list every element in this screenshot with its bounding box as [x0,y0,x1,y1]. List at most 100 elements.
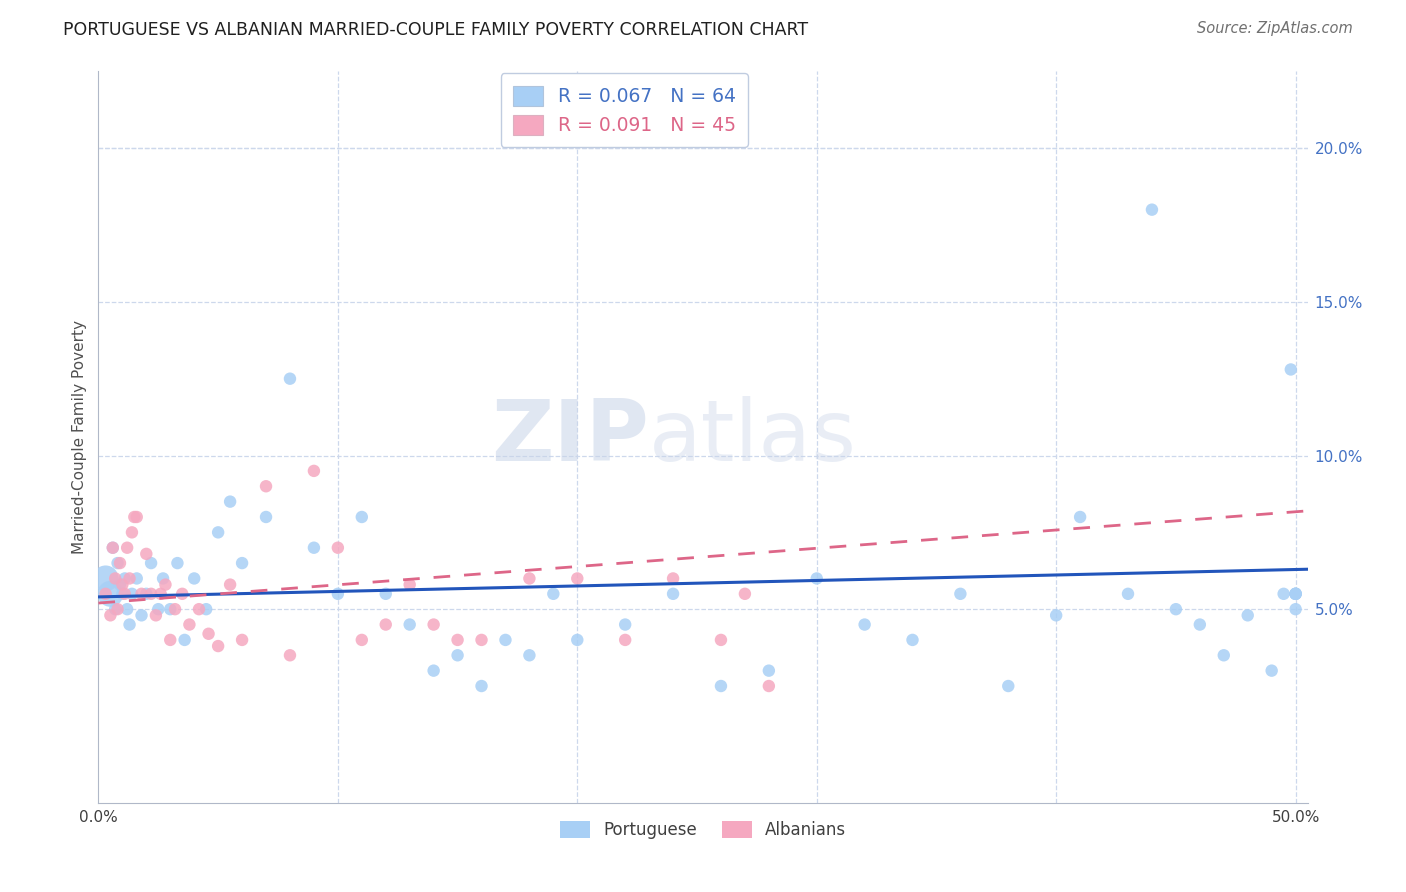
Point [422,617,444,632]
Point [278,648,301,663]
Point [614,632,637,647]
Point [495,632,517,647]
Point [374,617,396,632]
Point [219,577,242,591]
Point [1116,587,1139,601]
Point [114,571,136,585]
Point [135,587,157,601]
Point [901,632,924,647]
Point [254,510,277,524]
Text: PORTUGUESE VS ALBANIAN MARRIED-COUPLE FAMILY POVERTY CORRELATION CHART: PORTUGUESE VS ALBANIAN MARRIED-COUPLE FA… [63,21,808,39]
Point [108,556,131,570]
Point [1279,362,1302,376]
Point [1284,587,1306,601]
Point [107,556,129,570]
Text: ZIP: ZIP [491,395,648,479]
Point [1069,510,1091,524]
Point [188,602,211,616]
Point [148,602,170,616]
Point [1284,602,1306,616]
Point [1284,587,1306,601]
Point [139,587,162,601]
Point [104,571,127,585]
Y-axis label: Married-Couple Family Poverty: Married-Couple Family Poverty [72,320,87,554]
Point [470,632,492,647]
Point [197,627,219,641]
Point [662,587,685,601]
Point [519,648,541,663]
Point [104,602,127,616]
Point [470,679,492,693]
Point [567,571,589,585]
Point [1164,602,1187,616]
Point [152,571,174,585]
Point [446,648,468,663]
Point [100,608,122,623]
Point [100,587,122,601]
Point [149,587,172,601]
Point [107,602,129,616]
Point [422,664,444,678]
Point [710,679,733,693]
Point [758,664,780,678]
Point [101,541,124,555]
Point [159,632,181,647]
Point [124,510,146,524]
Point [326,587,349,601]
Point [166,556,188,570]
Point [231,632,253,647]
Point [1188,617,1211,632]
Point [101,541,124,555]
Point [131,587,153,601]
Point [125,571,148,585]
Point [949,587,972,601]
Point [302,541,325,555]
Point [446,632,468,647]
Point [114,587,136,601]
Point [173,632,195,647]
Point [121,525,143,540]
Text: Source: ZipAtlas.com: Source: ZipAtlas.com [1197,21,1353,37]
Point [1284,587,1306,601]
Point [543,587,565,601]
Point [1284,587,1306,601]
Point [254,479,277,493]
Point [118,617,141,632]
Point [207,639,229,653]
Point [179,617,201,632]
Point [806,571,828,585]
Point [326,541,349,555]
Point [231,556,253,570]
Point [1212,648,1234,663]
Point [115,541,138,555]
Point [1045,608,1067,623]
Point [139,556,162,570]
Point [163,602,186,616]
Point [172,587,194,601]
Point [997,679,1019,693]
Point [734,587,756,601]
Point [131,608,153,623]
Point [1260,664,1282,678]
Point [125,510,148,524]
Point [1140,202,1163,217]
Point [398,577,420,591]
Point [94,587,117,601]
Point [374,587,396,601]
Point [567,632,589,647]
Point [155,577,177,591]
Point [278,372,301,386]
Point [121,587,143,601]
Point [302,464,325,478]
Point [350,632,373,647]
Point [183,571,205,585]
Point [108,577,131,591]
Point [111,587,134,601]
Point [614,617,637,632]
Point [135,547,157,561]
Point [519,571,541,585]
Point [159,602,181,616]
Text: atlas: atlas [648,395,856,479]
Point [115,602,138,616]
Point [710,632,733,647]
